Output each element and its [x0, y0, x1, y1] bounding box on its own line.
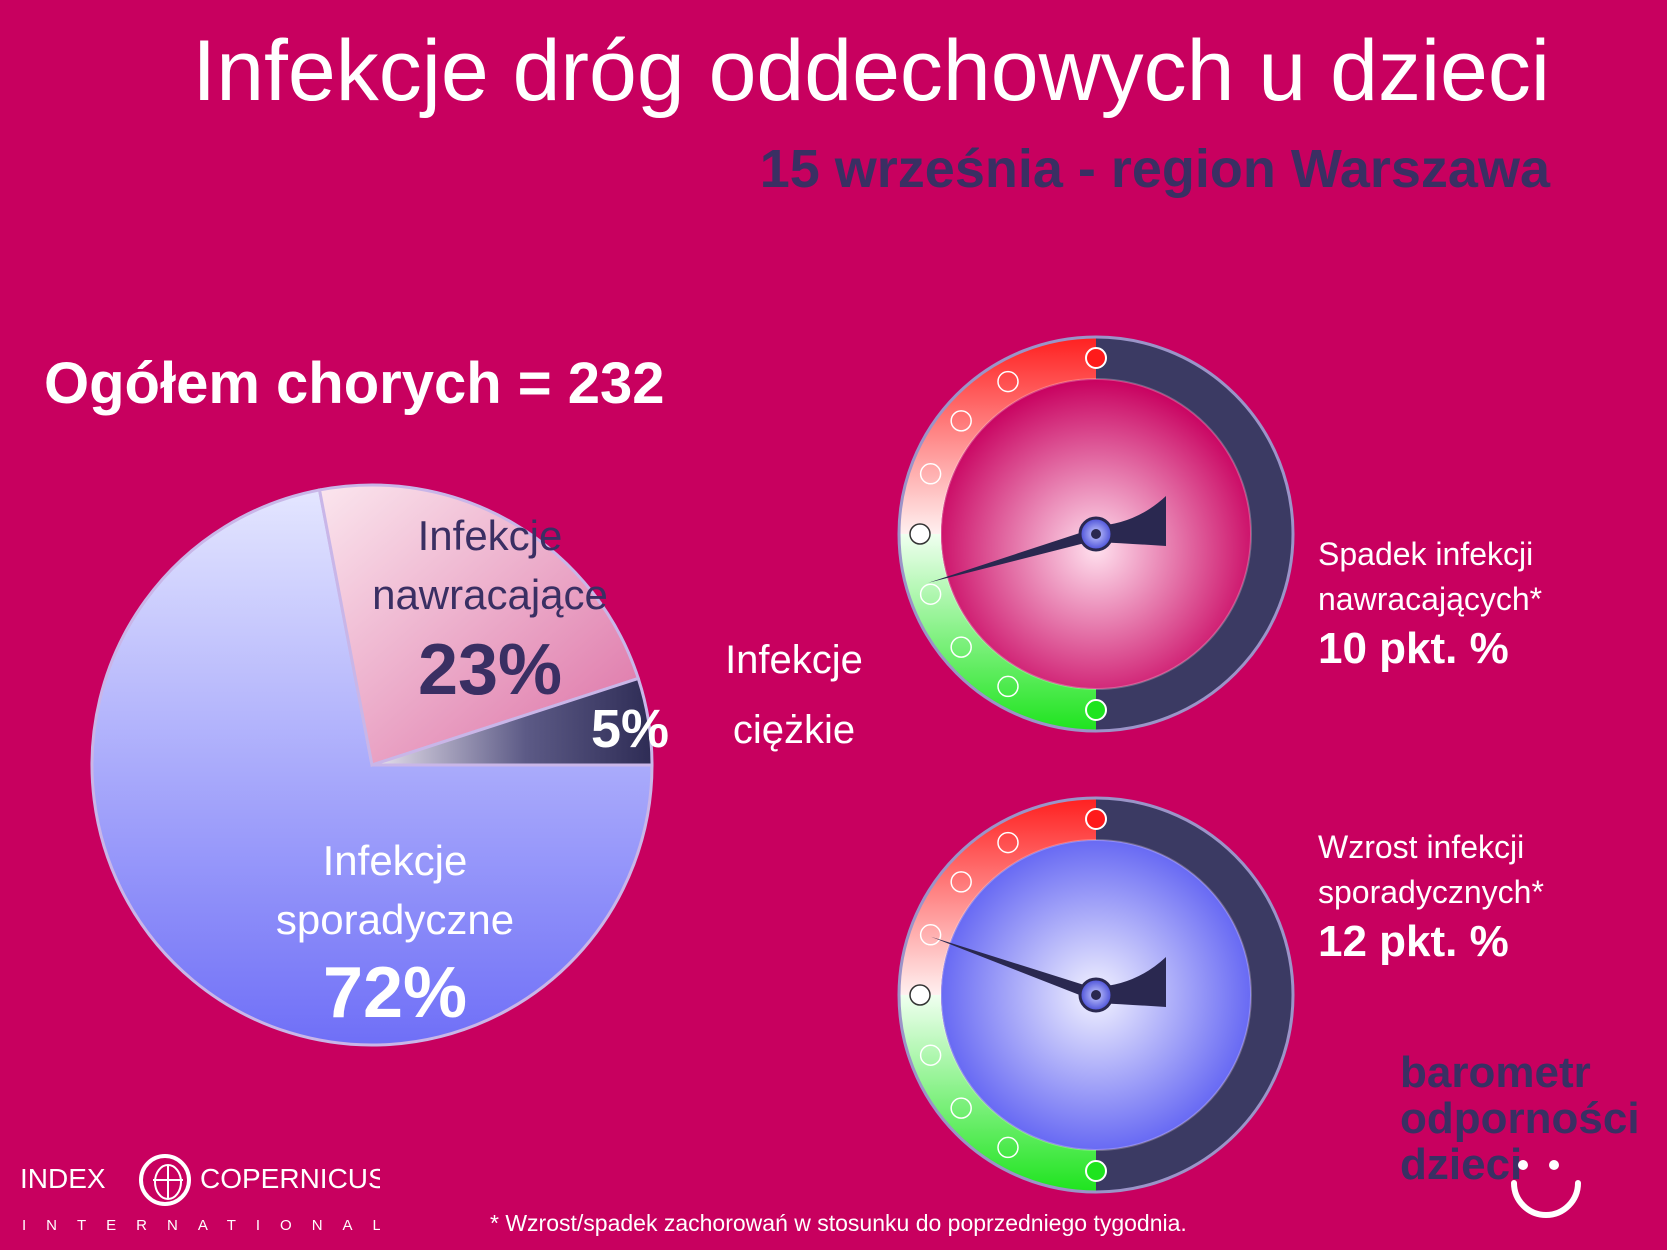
- gauge-sporadic: [897, 796, 1295, 1194]
- gauge-scale-marker: [950, 1097, 972, 1119]
- total-patients: Ogółem chorych = 232: [44, 351, 665, 416]
- gauge-scale-marker: [950, 636, 972, 658]
- pie-slice-recurrent: [317, 483, 641, 767]
- smiley-icon: [1511, 1160, 1581, 1218]
- gauge-scale-marker: [919, 463, 942, 485]
- barometr-logo-line-2: odporności: [1400, 1094, 1640, 1143]
- gauge-rim: [897, 335, 1295, 733]
- gauge-recurrent-text: Spadek infekcji nawracających* 10 pkt. %: [1318, 532, 1542, 671]
- gauge-needle: [927, 528, 1098, 583]
- gauge-green-zone: [899, 534, 1096, 731]
- severe-label: Infekcje ciężkie: [694, 625, 894, 765]
- globe-icon: [139, 1154, 191, 1206]
- gauge-scale-marker: [1085, 699, 1107, 721]
- gauge-scale-marker: [909, 523, 931, 545]
- gauge-scale-marker: [997, 831, 1019, 854]
- gauge-scale-marker: [950, 871, 972, 893]
- slice-value-severe: 5%: [591, 699, 669, 759]
- gauge-scale-marker: [909, 984, 931, 1006]
- gauge-scale-marker: [919, 583, 942, 605]
- gauge-rim: [897, 796, 1295, 1194]
- page-title: Infekcje dróg oddechowych u dzieci: [192, 23, 1550, 119]
- ic-logo-index: INDEX: [20, 1163, 106, 1194]
- gauge-needle-tail: [1096, 496, 1166, 546]
- gauge-scale-marker: [1085, 347, 1107, 369]
- gauge-scale-marker: [919, 1044, 942, 1066]
- pie-slice-severe: [371, 676, 654, 767]
- gauge-recurrent: [897, 335, 1295, 733]
- gauge-hub-center: [1091, 990, 1101, 1000]
- gauge-sporadic-value: 12 pkt. %: [1318, 917, 1509, 966]
- gauge-recurrent-line-1: Spadek infekcji: [1318, 536, 1534, 572]
- slice-label-sporadic-1: Infekcje: [323, 837, 468, 884]
- barometr-logo: barometr odporności dzieci: [1400, 1050, 1640, 1188]
- gauge-scale-marker: [919, 924, 942, 946]
- gauge-red-zone: [899, 337, 1096, 534]
- gauge-green-zone: [899, 995, 1096, 1192]
- gauge-needle: [930, 936, 1098, 1001]
- ic-logo-international: INTERNATIONAL: [22, 1217, 380, 1234]
- slice-label-recurrent-2: nawracające: [372, 571, 608, 618]
- pie-label-sporadic: Infekcje sporadyczne 72%: [276, 837, 514, 1033]
- gauge-sporadic-line-2: sporadycznych*: [1318, 874, 1544, 910]
- gauge-scale-marker: [950, 410, 972, 432]
- gauge-scale-marker: [1085, 808, 1107, 830]
- severe-label-2: ciężkie: [732, 708, 856, 752]
- index-copernicus-logo: INDEX COPERNICUS INTERNATIONAL: [20, 1154, 380, 1234]
- page-subtitle: 15 września - region Warszawa: [759, 139, 1550, 199]
- barometr-logo-line-3: dzieci: [1400, 1140, 1523, 1189]
- slice-label-sporadic-2: sporadyczne: [276, 896, 514, 943]
- slice-label-recurrent-1: Infekcje: [418, 512, 563, 559]
- slice-value-recurrent: 23%: [418, 630, 562, 710]
- pie-slices: [90, 483, 654, 1047]
- footnote: * Wzrost/spadek zachorowań w stosunku do…: [490, 1210, 1187, 1236]
- gauge-scale-marker: [1085, 1160, 1107, 1182]
- slice-value-sporadic: 72%: [323, 953, 467, 1033]
- barometr-logo-line-1: barometr: [1400, 1048, 1591, 1097]
- gauge-recurrent-value: 10 pkt. %: [1318, 624, 1509, 673]
- gauge-recurrent-line-2: nawracających*: [1318, 581, 1543, 617]
- gauge-dark-ring: [1096, 798, 1293, 1192]
- gauge-needle-tail: [1096, 957, 1166, 1007]
- gauge-scale-marker: [997, 370, 1019, 393]
- gauge-red-zone: [899, 798, 1096, 995]
- pie-slice-sporadic: [90, 488, 654, 1047]
- gauge-dark-ring: [1096, 337, 1293, 731]
- severe-label-1: Infekcje: [725, 638, 863, 682]
- gauge-hub-center: [1091, 529, 1101, 539]
- gauge-scale-marker: [997, 675, 1019, 698]
- gauge-scale-marker: [997, 1136, 1019, 1159]
- ic-logo-copernicus: COPERNICUS: [200, 1163, 380, 1194]
- gauge-sporadic-text: Wzrost infekcji sporadycznych* 12 pkt. %: [1318, 825, 1544, 964]
- pie-label-recurrent: Infekcje nawracające 23%: [372, 512, 608, 710]
- gauge-sporadic-line-1: Wzrost infekcji: [1318, 829, 1525, 865]
